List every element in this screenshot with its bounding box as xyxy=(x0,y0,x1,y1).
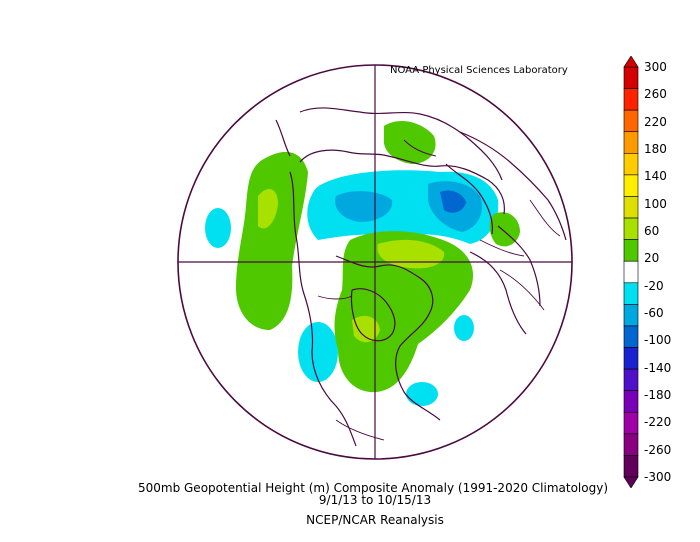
colorbar-tick-label: -20 xyxy=(644,278,664,293)
colorbar-swatch xyxy=(623,66,639,89)
negative-anomaly-west-us xyxy=(298,322,338,382)
colorbar-tick-label: -260 xyxy=(644,442,672,457)
colorbar-arrow-bottom xyxy=(623,476,639,488)
colorbar-swatch xyxy=(623,131,639,154)
positive-anomaly-canada-atlantic xyxy=(334,231,474,393)
negative-anomaly-pacific xyxy=(205,208,231,248)
colorbar-swatch xyxy=(623,390,639,413)
coastlines xyxy=(275,107,567,447)
colorbar-swatch xyxy=(623,282,639,305)
colorbar-tick-label: -140 xyxy=(644,360,672,375)
map-boundary xyxy=(177,64,573,460)
borders xyxy=(317,139,561,441)
positive-anomaly-canada-core xyxy=(377,239,445,269)
negative-anomaly-peak xyxy=(440,190,466,213)
positive-anomaly-pacific-core xyxy=(258,189,278,229)
colorbar-tick-label: 60 xyxy=(644,224,660,238)
colorbar-swatch xyxy=(623,196,639,219)
colorbar-swatch xyxy=(623,368,639,391)
colorbar-swatch xyxy=(623,239,639,262)
credit-label: NOAA Physical Sciences Laboratory xyxy=(390,65,568,76)
colorbar-tick-label: -100 xyxy=(644,333,672,348)
colorbar-swatch xyxy=(623,174,639,197)
caption-title: 500mb Geopotential Height (m) Composite … xyxy=(137,481,608,495)
colorbar-swatch xyxy=(623,304,639,327)
colorbar-swatch xyxy=(623,260,639,284)
colorbar-swatch xyxy=(623,153,639,176)
colorbar-arrow-top xyxy=(623,56,639,68)
colorbar-swatch xyxy=(623,347,639,370)
colorbar-tick-label: 260 xyxy=(644,87,667,102)
colorbar-tick-label: 180 xyxy=(644,142,667,156)
colorbar-tick-label: -220 xyxy=(644,415,672,430)
colorbar-tick-label: 100 xyxy=(644,196,667,211)
colorbar-swatch xyxy=(623,455,639,478)
colorbar-swatch xyxy=(623,433,639,456)
caption-dates: 9/1/13 to 10/15/13 xyxy=(318,493,432,507)
colorbar-tick-label: -180 xyxy=(644,388,672,402)
colorbar-tick-label: 220 xyxy=(644,114,667,129)
colorbar-tick-label: -60 xyxy=(644,306,664,320)
colorbar-tick-label: -300 xyxy=(644,470,672,484)
colorbar xyxy=(623,56,639,488)
colorbar-tick-label: 20 xyxy=(644,251,660,266)
caption-source: NCEP/NCAR Reanalysis xyxy=(306,513,444,527)
negative-anomaly-atlantic xyxy=(454,315,474,341)
positive-anomaly-europe xyxy=(383,121,436,164)
colorbar-tick-label: 140 xyxy=(644,169,667,184)
colorbar-tick-label: 300 xyxy=(644,60,667,74)
negative-anomaly-atlantic-south xyxy=(406,382,438,406)
colorbar-swatch xyxy=(623,88,639,111)
negative-anomaly-core-arctic xyxy=(335,191,393,222)
colorbar-swatch xyxy=(623,109,639,133)
positive-anomaly-lakes-core xyxy=(352,315,380,343)
colorbar-swatch xyxy=(623,217,639,240)
colorbar-swatch xyxy=(623,411,639,435)
positive-anomaly-pacific xyxy=(236,151,308,330)
colorbar-swatch xyxy=(623,325,639,348)
